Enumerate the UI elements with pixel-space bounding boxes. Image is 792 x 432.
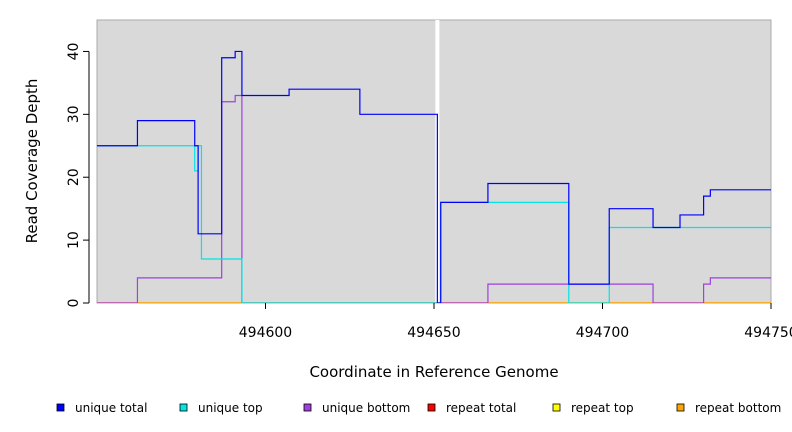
x-tick-label: 494650 bbox=[407, 325, 460, 341]
y-tick-label: 0 bbox=[66, 299, 82, 308]
legend-label-unique-top: unique top bbox=[198, 401, 263, 415]
x-tick-label: 494600 bbox=[239, 325, 292, 341]
legend-swatch-repeat-bottom bbox=[676, 403, 685, 412]
y-tick-label: 30 bbox=[66, 105, 82, 123]
legend-swatch-unique-top bbox=[179, 403, 188, 412]
series-line-unique-total bbox=[97, 50, 771, 303]
series-line-unique-bottom bbox=[97, 94, 771, 303]
y-tick-label: 20 bbox=[66, 168, 82, 186]
y-axis-label: Read Coverage Depth bbox=[23, 79, 41, 244]
x-tick-label: 494750 bbox=[744, 325, 792, 341]
y-tick-label: 10 bbox=[66, 231, 82, 249]
legend-label-unique-total: unique total bbox=[75, 401, 147, 415]
series-line-unique-top bbox=[97, 145, 771, 303]
x-axis-label: Coordinate in Reference Genome bbox=[309, 363, 558, 381]
legend-label-repeat-total: repeat total bbox=[446, 401, 516, 415]
legend-label-repeat-top: repeat top bbox=[571, 401, 634, 415]
legend-swatch-unique-bottom bbox=[303, 403, 312, 412]
legend-label-repeat-bottom: repeat bottom bbox=[695, 401, 781, 415]
legend-label-unique-bottom: unique bottom bbox=[322, 401, 410, 415]
legend-swatch-unique-total bbox=[56, 403, 65, 412]
y-tick-label: 40 bbox=[66, 43, 82, 61]
x-tick-label: 494700 bbox=[576, 325, 629, 341]
legend-swatch-repeat-total bbox=[427, 403, 436, 412]
legend-swatch-repeat-top bbox=[552, 403, 561, 412]
plot-background bbox=[96, 19, 772, 304]
